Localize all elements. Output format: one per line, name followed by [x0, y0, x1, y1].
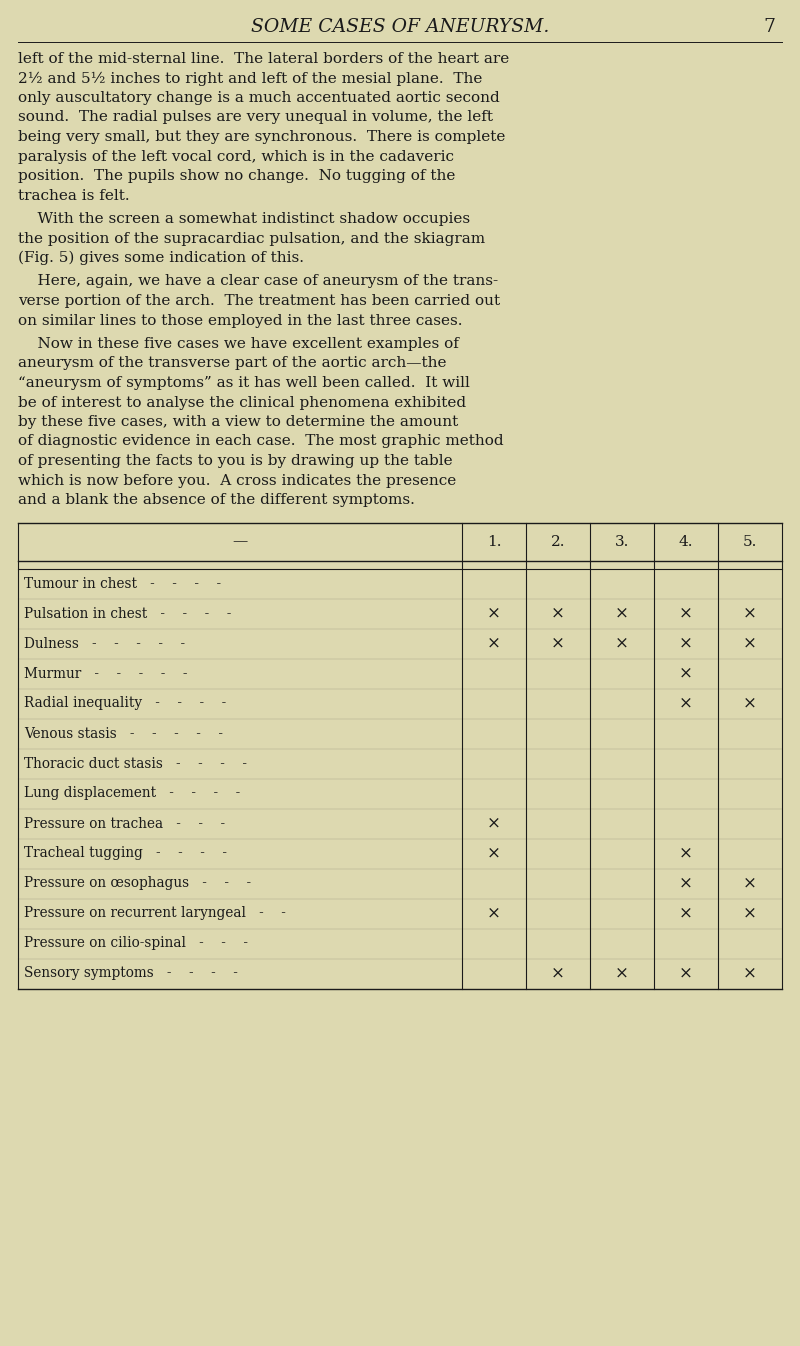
Text: Venous stasis   -    -    -    -    -: Venous stasis - - - - - [24, 727, 223, 740]
Text: aneurysm of the transverse part of the aortic arch—the: aneurysm of the transverse part of the a… [18, 357, 446, 370]
Text: Pulsation in chest   -    -    -    -: Pulsation in chest - - - - [24, 607, 231, 621]
Text: “aneurysm of symptoms” as it has well been called.  It will: “aneurysm of symptoms” as it has well be… [18, 376, 470, 390]
Text: by these five cases, with a view to determine the amount: by these five cases, with a view to dete… [18, 415, 458, 429]
Text: ×: × [679, 965, 693, 983]
Text: Now in these five cases we have excellent examples of: Now in these five cases we have excellen… [18, 336, 459, 351]
Text: Pressure on trachea   -    -    -: Pressure on trachea - - - [24, 817, 225, 830]
Text: which is now before you.  A cross indicates the presence: which is now before you. A cross indicat… [18, 474, 456, 487]
Text: ×: × [743, 905, 757, 922]
Text: of presenting the facts to you is by drawing up the table: of presenting the facts to you is by dra… [18, 454, 453, 468]
Text: Tumour in chest   -    -    -    -: Tumour in chest - - - - [24, 576, 221, 591]
Text: and a blank the absence of the different symptoms.: and a blank the absence of the different… [18, 493, 415, 507]
Text: ×: × [743, 635, 757, 651]
Text: paralysis of the left vocal cord, which is in the cadaveric: paralysis of the left vocal cord, which … [18, 149, 454, 163]
Text: position.  The pupils show no change.  No tugging of the: position. The pupils show no change. No … [18, 170, 455, 183]
Text: 7: 7 [763, 17, 775, 36]
Text: Murmur   -    -    -    -    -: Murmur - - - - - [24, 666, 187, 681]
Text: ×: × [679, 875, 693, 892]
Text: (Fig. 5) gives some indication of this.: (Fig. 5) gives some indication of this. [18, 250, 304, 265]
Text: ×: × [679, 665, 693, 682]
Text: be of interest to analyse the clinical phenomena exhibited: be of interest to analyse the clinical p… [18, 396, 466, 409]
Text: ×: × [679, 604, 693, 622]
Text: 1.: 1. [486, 534, 502, 549]
Text: 5.: 5. [743, 534, 757, 549]
Text: the position of the supracardiac pulsation, and the skiagram: the position of the supracardiac pulsati… [18, 232, 485, 245]
Text: being very small, but they are synchronous.  There is complete: being very small, but they are synchrono… [18, 131, 506, 144]
Text: ×: × [679, 845, 693, 861]
Text: ×: × [743, 604, 757, 622]
Text: 2½ and 5½ inches to right and left of the mesial plane.  The: 2½ and 5½ inches to right and left of th… [18, 71, 482, 86]
Text: ×: × [743, 875, 757, 892]
Text: Dulness   -    -    -    -    -: Dulness - - - - - [24, 637, 185, 650]
Text: Sensory symptoms   -    -    -    -: Sensory symptoms - - - - [24, 966, 238, 980]
Text: ×: × [615, 604, 629, 622]
Text: ×: × [487, 845, 501, 861]
Text: Here, again, we have a clear case of aneurysm of the trans-: Here, again, we have a clear case of ane… [18, 275, 498, 288]
Text: Pressure on cilio-spinal   -    -    -: Pressure on cilio-spinal - - - [24, 937, 248, 950]
Text: trachea is felt.: trachea is felt. [18, 188, 130, 202]
Text: ×: × [487, 905, 501, 922]
Text: of diagnostic evidence in each case.  The most graphic method: of diagnostic evidence in each case. The… [18, 435, 504, 448]
Text: Radial inequality   -    -    -    -: Radial inequality - - - - [24, 696, 226, 711]
Text: ×: × [743, 965, 757, 983]
Text: 4.: 4. [678, 534, 694, 549]
Text: Tracheal tugging   -    -    -    -: Tracheal tugging - - - - [24, 847, 227, 860]
Text: ×: × [615, 635, 629, 651]
Text: ×: × [487, 635, 501, 651]
Text: ×: × [679, 695, 693, 712]
Text: ×: × [679, 635, 693, 651]
Text: ×: × [551, 604, 565, 622]
Text: Lung displacement   -    -    -    -: Lung displacement - - - - [24, 786, 240, 801]
Text: only auscultatory change is a much accentuated aortic second: only auscultatory change is a much accen… [18, 92, 500, 105]
Text: ×: × [743, 695, 757, 712]
Text: Thoracic duct stasis   -    -    -    -: Thoracic duct stasis - - - - [24, 756, 247, 770]
Text: ×: × [615, 965, 629, 983]
Text: ×: × [679, 905, 693, 922]
Text: Pressure on recurrent laryngeal   -    -: Pressure on recurrent laryngeal - - [24, 906, 286, 921]
Text: 2.: 2. [550, 534, 566, 549]
Text: on similar lines to those employed in the last three cases.: on similar lines to those employed in th… [18, 314, 462, 327]
Text: ×: × [487, 814, 501, 832]
Text: verse portion of the arch.  The treatment has been carried out: verse portion of the arch. The treatment… [18, 293, 500, 308]
Text: With the screen a somewhat indistinct shadow occupies: With the screen a somewhat indistinct sh… [18, 213, 470, 226]
Text: sound.  The radial pulses are very unequal in volume, the left: sound. The radial pulses are very unequa… [18, 110, 493, 124]
Text: ×: × [551, 635, 565, 651]
Text: —: — [232, 534, 248, 549]
Text: ×: × [487, 604, 501, 622]
Text: 3.: 3. [615, 534, 629, 549]
Text: Pressure on œsophagus   -    -    -: Pressure on œsophagus - - - [24, 876, 251, 891]
Text: ×: × [551, 965, 565, 983]
Text: left of the mid-sternal line.  The lateral borders of the heart are: left of the mid-sternal line. The latera… [18, 52, 510, 66]
Text: SOME CASES OF ANEURYSM.: SOME CASES OF ANEURYSM. [251, 17, 549, 36]
